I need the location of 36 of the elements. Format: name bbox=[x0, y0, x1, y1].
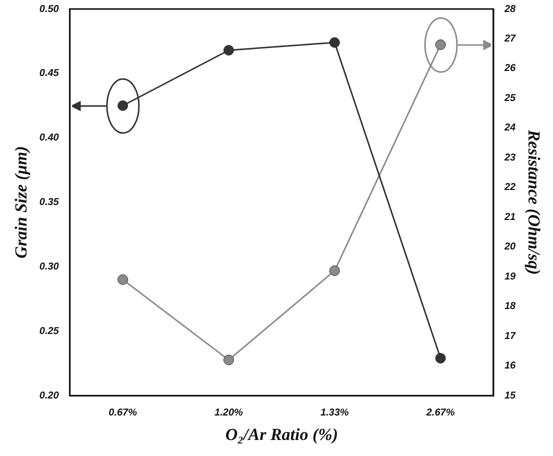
y-tick-label: 0.35 bbox=[39, 197, 60, 208]
point bbox=[223, 354, 234, 366]
y-tick-label: 0.45 bbox=[39, 68, 60, 80]
point bbox=[435, 39, 446, 50]
y2-tick-label: 23 bbox=[503, 152, 516, 164]
point bbox=[118, 274, 128, 285]
y-axis-title: Grain Size (μm) bbox=[12, 146, 31, 259]
y2-tick-label: 27 bbox=[503, 33, 516, 44]
point bbox=[329, 265, 340, 276]
y-tick-label: 0.25 bbox=[39, 326, 60, 337]
y2-tick-label: 19 bbox=[504, 271, 516, 282]
x-tick-label: 2.67% bbox=[425, 407, 455, 418]
y2-tick-label: 26 bbox=[503, 63, 516, 74]
y-tick-label: 0.20 bbox=[39, 390, 60, 402]
x-tick-label: 1.33% bbox=[320, 407, 349, 418]
point bbox=[435, 352, 446, 364]
y2-tick-label: 21 bbox=[503, 212, 516, 223]
y2-tick-label: 16 bbox=[504, 360, 516, 372]
x-axis-title: O₂/Ar Ratio (%) bbox=[225, 425, 338, 444]
y-tick-label: 0.50 bbox=[39, 4, 60, 15]
y-tick-label: 0.40 bbox=[39, 132, 60, 144]
point bbox=[223, 44, 234, 56]
y2-tick-label: 28 bbox=[503, 4, 516, 15]
point bbox=[118, 100, 128, 111]
y2-tick-label: 24 bbox=[503, 122, 516, 134]
y2-tick-label: 17 bbox=[504, 330, 516, 342]
y2-tick-label: 25 bbox=[503, 92, 516, 104]
y2-tick-label: 20 bbox=[503, 242, 516, 253]
x-tick-label: 1.20% bbox=[214, 407, 243, 418]
x-tick-label: 0.67% bbox=[108, 407, 138, 418]
y-tick-label: 0.30 bbox=[39, 261, 60, 272]
y2-tick-label: 15 bbox=[504, 390, 516, 402]
y2-axis-title: Resistance (Ohm/sq) bbox=[524, 128, 544, 275]
y2-tick-label: 18 bbox=[504, 301, 516, 312]
point bbox=[329, 37, 340, 48]
y2-tick-label: 22 bbox=[503, 182, 516, 194]
